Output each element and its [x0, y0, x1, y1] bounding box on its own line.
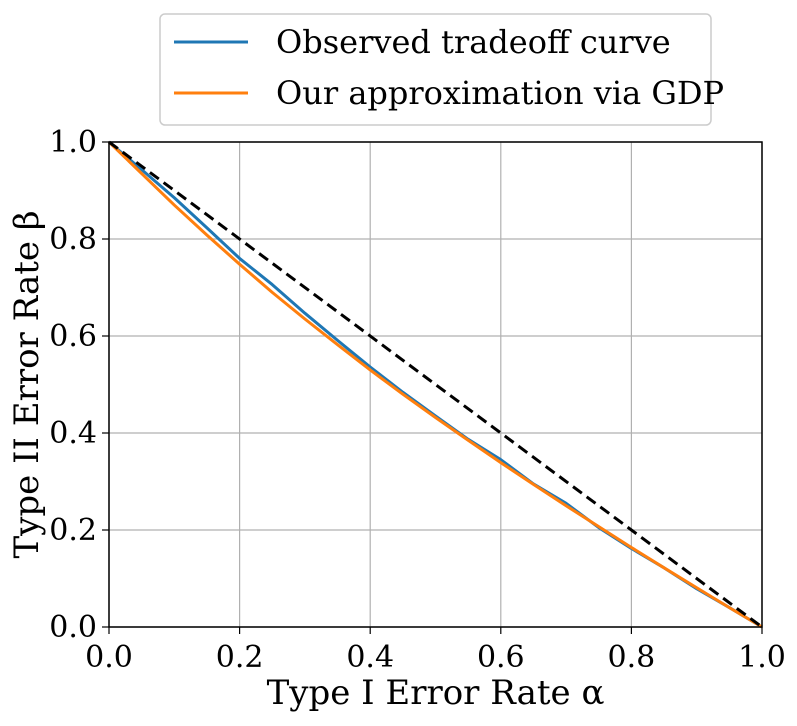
y-tick-label: 0.0	[49, 610, 97, 645]
y-axis-label: Type II Error Rate β	[7, 210, 47, 558]
y-tick-label: 1.0	[49, 125, 97, 160]
legend-box	[159, 13, 712, 126]
y-tick-label: 0.8	[49, 222, 97, 257]
y-tick-label: 0.4	[49, 416, 97, 451]
x-tick-label: 0.6	[477, 640, 525, 675]
plot-frame	[108, 141, 763, 628]
y-tick-label: 0.2	[49, 513, 97, 548]
legend-label-gdp: Our approximation via GDP	[276, 74, 724, 112]
series-layer	[107, 140, 763, 629]
legend: Observed tradeoff curve Our approximatio…	[159, 13, 724, 126]
axis-ticks	[102, 141, 763, 634]
legend-label-observed: Observed tradeoff curve	[276, 23, 671, 61]
tick-labels: 0.0 0.2 0.4 0.6 0.8 1.0 0.0 0.2 0.4 0.6 0.8 1.0	[49, 125, 786, 675]
x-tick-label: 0.0	[85, 640, 133, 675]
gdp-approximation-line	[107, 140, 763, 629]
diagonal-reference-line	[108, 140, 763, 629]
y-tick-label: 0.6	[49, 319, 97, 354]
x-tick-label: 0.4	[346, 640, 394, 675]
x-tick-label: 0.8	[608, 640, 656, 675]
x-tick-label: 0.2	[216, 640, 264, 675]
x-tick-label: 1.0	[738, 640, 786, 675]
x-axis-label: Type I Error Rate α	[267, 673, 605, 713]
